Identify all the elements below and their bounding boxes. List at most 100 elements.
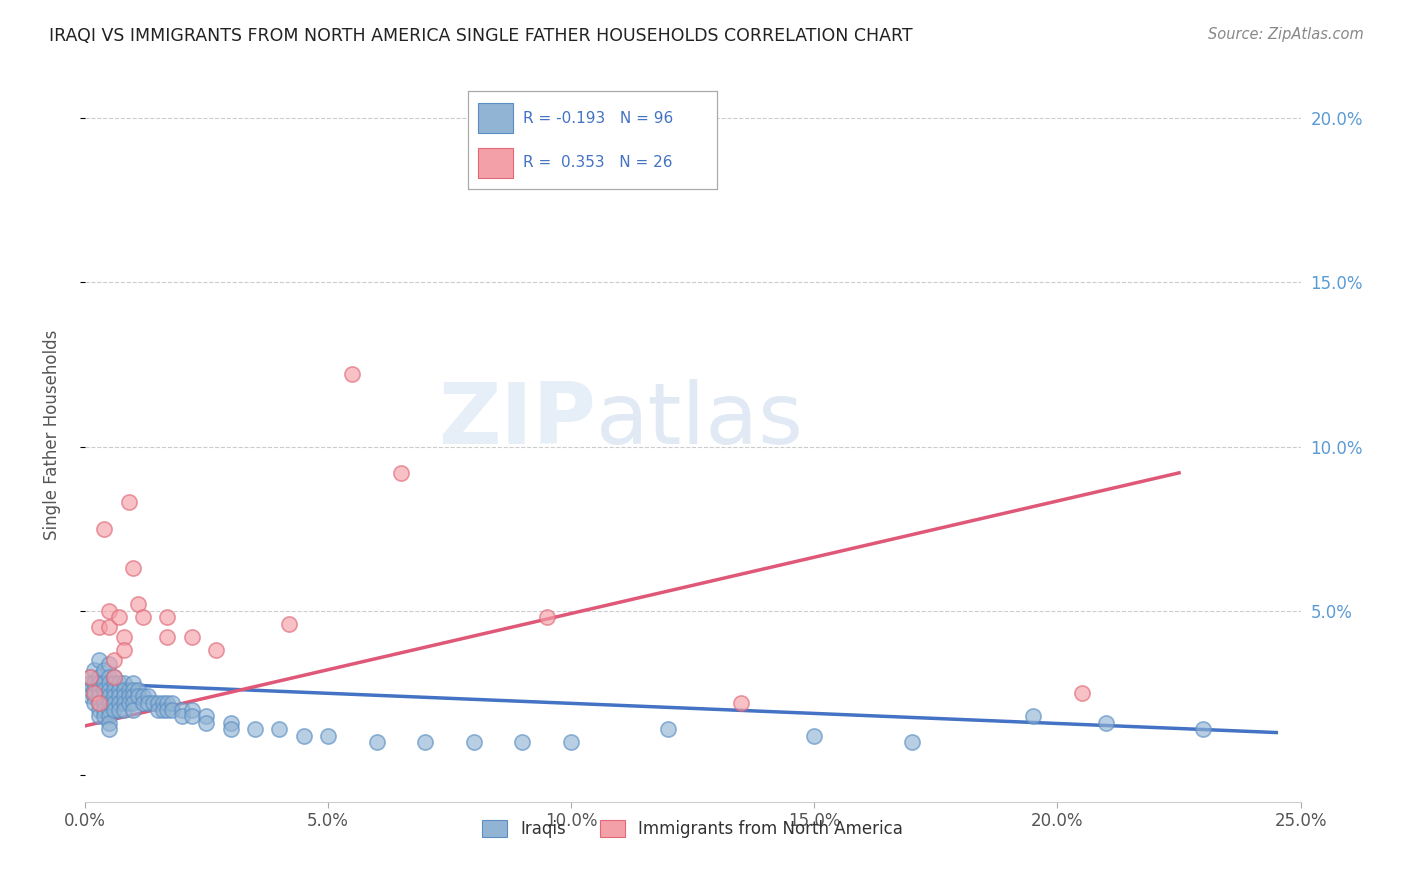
Point [103, 690, 125, 704]
Point [136, 690, 159, 704]
Point [79, 682, 101, 697]
Point [162, 702, 184, 716]
Point [98, 690, 121, 704]
Point [89, 696, 111, 710]
Point [79, 676, 101, 690]
Point [342, 368, 364, 382]
Point [156, 702, 179, 716]
Point [127, 690, 149, 704]
Point [107, 610, 129, 624]
Point [83, 682, 105, 697]
Point [89, 702, 111, 716]
Point [112, 630, 135, 644]
Point [122, 676, 145, 690]
Point [117, 690, 139, 704]
Point [93, 682, 115, 697]
Point [112, 690, 135, 704]
Point [122, 702, 145, 716]
Point [413, 735, 436, 749]
Point [112, 702, 135, 716]
Point [93, 696, 115, 710]
Point [107, 702, 129, 716]
Point [195, 709, 218, 723]
Point [152, 696, 174, 710]
Point [98, 676, 121, 690]
Point [536, 610, 558, 624]
Point [83, 686, 105, 700]
Point [1192, 723, 1215, 737]
Point [93, 663, 115, 677]
Point [103, 653, 125, 667]
Point [79, 690, 101, 704]
Text: IRAQI VS IMMIGRANTS FROM NORTH AMERICA SINGLE FATHER HOUSEHOLDS CORRELATION CHAR: IRAQI VS IMMIGRANTS FROM NORTH AMERICA S… [49, 27, 912, 45]
Point [389, 466, 412, 480]
Point [93, 709, 115, 723]
Point [107, 676, 129, 690]
Point [205, 643, 228, 657]
Text: Source: ZipAtlas.com: Source: ZipAtlas.com [1208, 27, 1364, 42]
Point [1070, 686, 1092, 700]
Point [243, 723, 266, 737]
Point [195, 715, 218, 730]
Point [83, 690, 105, 704]
Point [93, 690, 115, 704]
Point [103, 696, 125, 710]
Point [89, 620, 111, 634]
Point [117, 696, 139, 710]
Point [366, 735, 388, 749]
Point [180, 630, 202, 644]
Point [93, 702, 115, 716]
Point [98, 723, 121, 737]
Point [98, 715, 121, 730]
Point [112, 643, 135, 657]
Point [136, 696, 159, 710]
Point [122, 682, 145, 697]
Point [132, 690, 155, 704]
Point [98, 696, 121, 710]
Point [146, 696, 169, 710]
Point [162, 696, 184, 710]
Point [98, 657, 121, 671]
Point [152, 702, 174, 716]
Point [89, 709, 111, 723]
Point [103, 670, 125, 684]
Point [98, 709, 121, 723]
Point [146, 702, 169, 716]
Point [93, 676, 115, 690]
Point [117, 495, 139, 509]
Point [93, 522, 115, 536]
Point [269, 723, 291, 737]
Point [89, 690, 111, 704]
Point [170, 709, 193, 723]
Point [112, 696, 135, 710]
Point [89, 670, 111, 684]
Point [83, 663, 105, 677]
Point [79, 670, 101, 684]
Point [657, 723, 679, 737]
Point [98, 682, 121, 697]
Point [89, 676, 111, 690]
Point [219, 715, 242, 730]
Point [1095, 715, 1118, 730]
Point [98, 604, 121, 618]
Point [127, 682, 149, 697]
Point [83, 696, 105, 710]
Point [900, 735, 922, 749]
Point [89, 653, 111, 667]
Point [463, 735, 485, 749]
Point [1022, 709, 1045, 723]
Point [219, 723, 242, 737]
Point [117, 682, 139, 697]
Point [98, 670, 121, 684]
Point [83, 676, 105, 690]
Point [103, 676, 125, 690]
Legend: Iraqis, Immigrants from North America: Iraqis, Immigrants from North America [475, 813, 910, 845]
Point [132, 696, 155, 710]
Point [142, 696, 165, 710]
Point [98, 702, 121, 716]
Point [112, 682, 135, 697]
Point [103, 682, 125, 697]
Point [107, 696, 129, 710]
Point [180, 709, 202, 723]
Point [79, 670, 101, 684]
